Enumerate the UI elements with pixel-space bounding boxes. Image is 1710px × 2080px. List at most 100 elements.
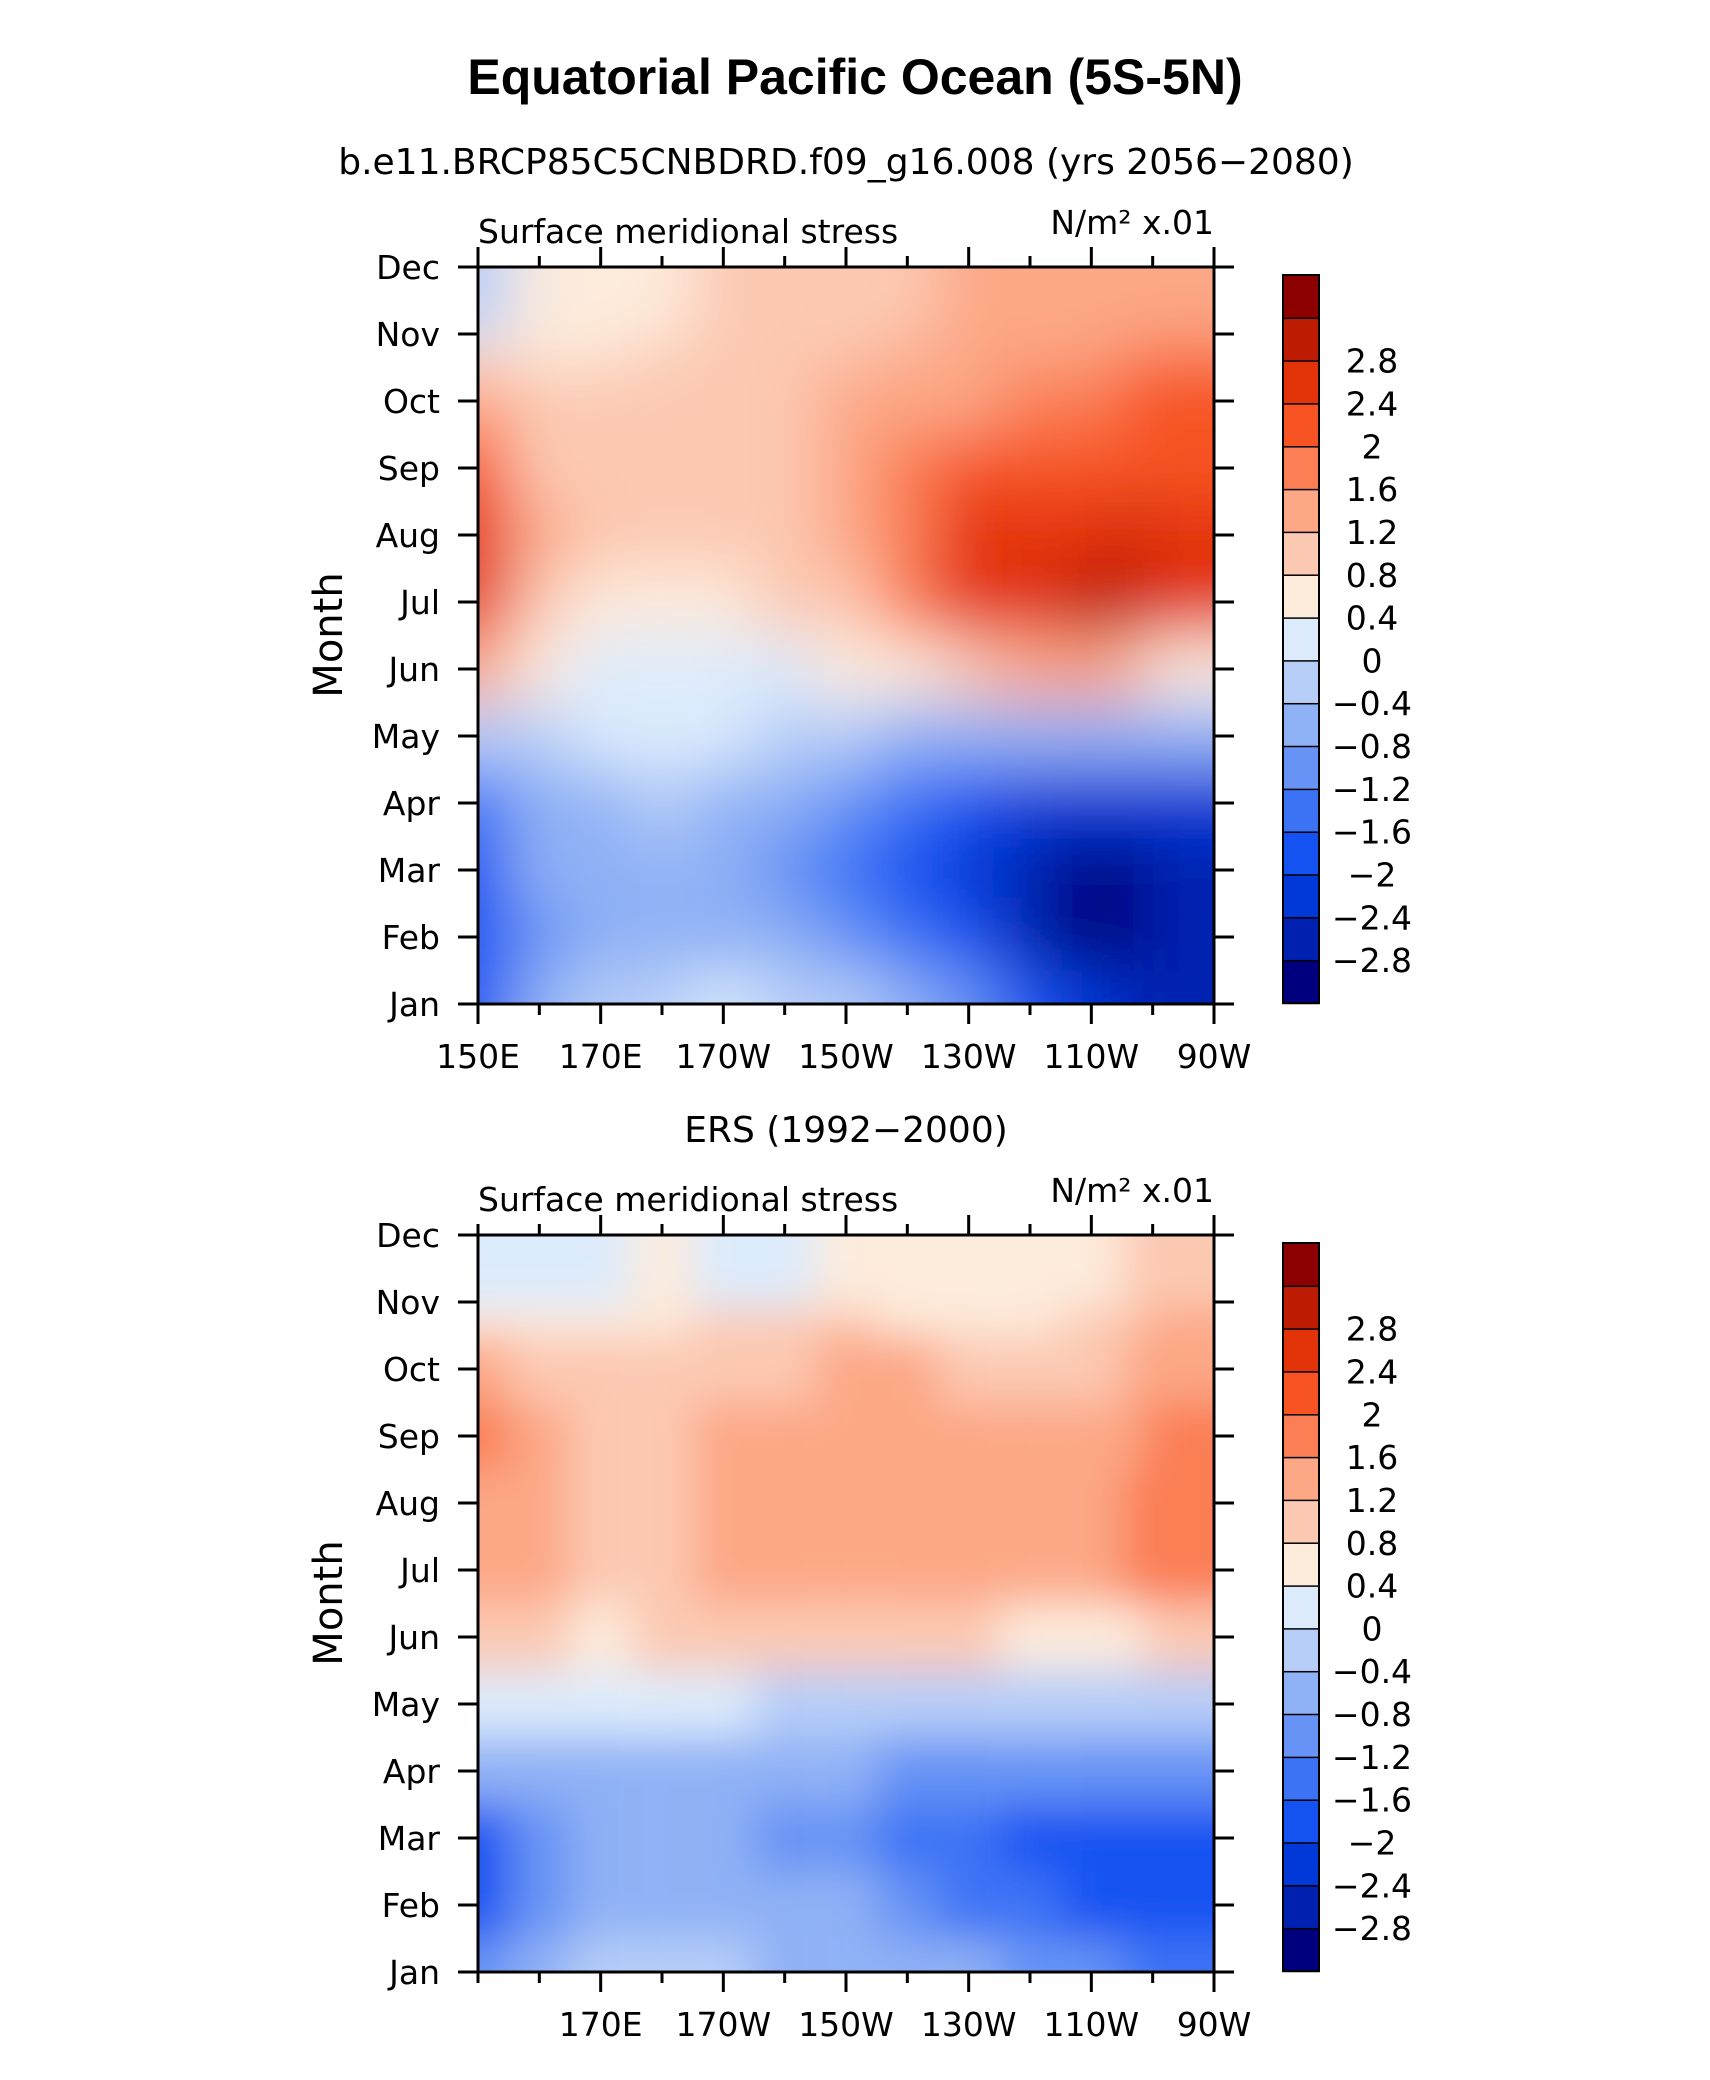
panel-2-cell	[754, 1469, 816, 1537]
panel-2-colorbar-swatch	[1282, 1370, 1320, 1416]
panel-2-x-tick-label: 90W	[1177, 2005, 1252, 2044]
panel-1-heatmap	[478, 267, 1214, 1004]
panel-2-cell	[1060, 1235, 1122, 1309]
panel-1-colorbar-swatch	[1282, 317, 1320, 362]
panel-1-cell	[754, 836, 816, 904]
panel-2-y-tick-label: Nov	[376, 1283, 440, 1322]
panel-2-cell	[938, 1536, 1000, 1604]
panel-1-colorbar-swatch	[1282, 574, 1320, 619]
panel-1-x-tick-label: 150W	[798, 1037, 894, 1076]
panel-1-cell	[1143, 568, 1214, 636]
panel-1-y-tick-label: Jul	[398, 583, 440, 622]
panel-2-colorbar-swatch	[1282, 1756, 1320, 1801]
panel-2-colorbar-swatch	[1282, 1285, 1320, 1330]
panel-2-cell	[1143, 1235, 1214, 1309]
panel-1-cell	[815, 367, 877, 435]
panel-1-cell	[999, 501, 1061, 569]
panel-1-cell	[631, 836, 693, 904]
panel-2-colorbar-label: 0.8	[1346, 1524, 1398, 1563]
panel-1-cell	[692, 501, 754, 569]
panel-2-cell	[1060, 1335, 1122, 1403]
panel-2-cell	[570, 1402, 632, 1470]
panel-2-heatmap	[478, 1235, 1214, 1972]
panel-1-cell	[754, 434, 816, 502]
panel-2-cell	[508, 1469, 570, 1537]
panel-2-cell	[815, 1335, 877, 1403]
panel-1-cell	[876, 903, 938, 971]
panel-1-cell	[692, 434, 754, 502]
panel-1-colorbar-label: 0	[1362, 641, 1383, 680]
panel-1-cell	[1143, 434, 1214, 502]
panel-2-left-label: Surface meridional stress	[478, 1180, 898, 1219]
panel-1-cell	[938, 903, 1000, 971]
panel-1-cell	[1143, 769, 1214, 837]
panel-1-cell	[999, 769, 1061, 837]
panel-1-colorbar-label: −0.4	[1332, 684, 1412, 723]
panel-1-cell	[999, 367, 1061, 435]
panel-1-colorbar-label: −2.8	[1332, 941, 1412, 980]
panel-1-left-label: Surface meridional stress	[478, 212, 898, 251]
panel-1-cell	[754, 501, 816, 569]
panel-1-cell	[1060, 702, 1122, 770]
panel-2-cell	[1143, 1402, 1214, 1470]
panel-2-cell	[876, 1670, 938, 1738]
panel-1-colorbar-swatch	[1282, 745, 1320, 791]
panel-2-colorbar-swatch	[1282, 1670, 1320, 1716]
panel-1-x-tick-label: 110W	[1044, 1037, 1140, 1076]
panel-2-cell	[508, 1670, 570, 1738]
panel-2-cell	[570, 1871, 632, 1939]
panel-2-cell	[999, 1603, 1061, 1671]
panel-1-x-tick-label: 170E	[559, 1037, 643, 1076]
panel-1-colorbar-swatch	[1282, 788, 1320, 833]
panel-1-cell	[876, 434, 938, 502]
panel-2-colorbar-swatch	[1282, 1927, 1320, 1973]
panel-1-cell	[815, 635, 877, 703]
panel-2-cell	[1143, 1737, 1214, 1805]
panel-1-cell	[754, 903, 816, 971]
panel-1-cell	[570, 501, 632, 569]
panel-1-cell	[876, 501, 938, 569]
panel-1-cell	[631, 702, 693, 770]
panel-2-cell	[999, 1235, 1061, 1309]
panel-1-cell	[938, 769, 1000, 837]
panel-1-cell	[815, 702, 877, 770]
panel-2-y-tick-label: Jun	[386, 1618, 440, 1657]
panel-1-colorbar-swatch	[1282, 402, 1320, 448]
panel-1-cell	[1060, 836, 1122, 904]
panel-2-cell	[754, 1335, 816, 1403]
panel-1-y-tick-label: Dec	[376, 248, 440, 287]
panel-2-cell	[815, 1469, 877, 1537]
panel-2-cell	[1143, 1670, 1214, 1738]
panel-1-colorbar-frame	[1282, 274, 1320, 1004]
panel-2-cell	[938, 1469, 1000, 1537]
panel-2-cell	[1143, 1469, 1214, 1537]
panel-2: ERS (1992−2000) Surface meridional stres…	[306, 1110, 1412, 2044]
panel-1-cell	[876, 367, 938, 435]
panel-2-cell	[692, 1235, 754, 1309]
panel-2-y-tick-label: Mar	[378, 1819, 441, 1858]
panel-1-x-tick-label: 90W	[1177, 1037, 1252, 1076]
panel-2-cell	[692, 1536, 754, 1604]
panel-1-y-tick-label: Sep	[378, 449, 440, 488]
panel-2-colorbar-label: −1.2	[1332, 1738, 1412, 1777]
panel-2-cell	[1143, 1871, 1214, 1939]
panel-2-cell	[508, 1402, 570, 1470]
panel-1-cell	[754, 635, 816, 703]
panel-1-cell	[938, 367, 1000, 435]
panel-2-colorbar-swatch	[1282, 1841, 1320, 1887]
panel-2-cell	[876, 1536, 938, 1604]
panel-2-cell	[570, 1469, 632, 1537]
panel-2-cell	[999, 1536, 1061, 1604]
panel-2-cell	[692, 1603, 754, 1671]
panel-1-cell	[815, 434, 877, 502]
panel-1-cell	[1143, 702, 1214, 770]
panel-2-cell	[631, 1804, 693, 1872]
panel-1: b.e11.BRCP85C5CNBDRD.f09_g16.008 (yrs 20…	[306, 142, 1412, 1076]
panel-1-colorbar-label: −2.4	[1332, 898, 1412, 937]
panel-1-cell	[999, 568, 1061, 636]
panel-2-colorbar-swatch	[1282, 1627, 1320, 1673]
panel-2-cell	[938, 1737, 1000, 1805]
panel-2-cell	[508, 1536, 570, 1604]
panel-2-colorbar-label: 1.6	[1346, 1438, 1398, 1477]
